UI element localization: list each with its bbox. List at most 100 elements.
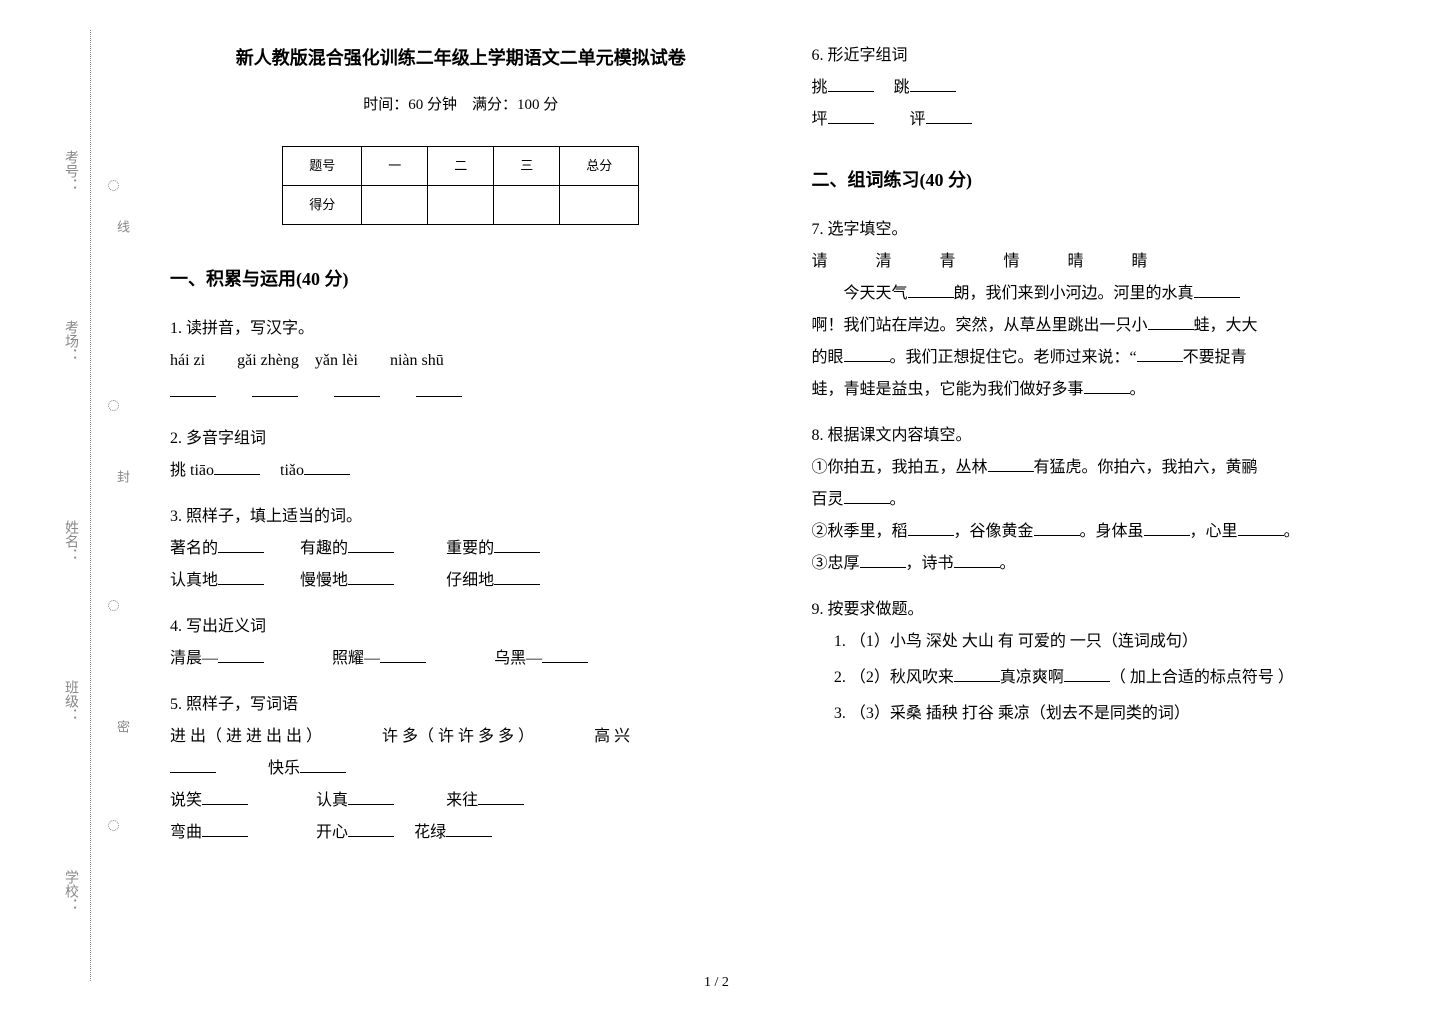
text: 跳 <box>894 79 910 96</box>
text: 认真地 <box>170 572 218 589</box>
answer-blank[interactable] <box>844 488 890 504</box>
text: 重要的 <box>446 540 494 557</box>
text: 今天天气 <box>844 285 908 302</box>
answer-blank[interactable] <box>1194 282 1240 298</box>
question-row: 认真地 慢慢地 仔细地 <box>170 565 752 597</box>
question-row: 坪 评 <box>812 104 1394 136</box>
question-row: 说笑 认真 来往 <box>170 785 752 817</box>
seal-char-feng: 封 <box>113 470 132 491</box>
list-item: （2）秋风吹来真凉爽啊（ 加上合适的标点符号 ） <box>850 662 1393 694</box>
text: 。 <box>1284 523 1300 540</box>
answer-blank[interactable] <box>954 552 1000 568</box>
answer-blank[interactable] <box>202 789 248 805</box>
seal-char-mi: 密 <box>113 720 132 741</box>
answer-blank[interactable] <box>380 647 426 663</box>
question-row: 进 出（ 进 进 出 出 ） 许 多（ 许 许 多 多 ） 高 兴 <box>170 721 752 753</box>
text: 挑 <box>812 79 828 96</box>
answer-blank[interactable] <box>416 381 462 397</box>
list-item: （1）小鸟 深处 大山 有 可爱的 一只（连词成句） <box>850 626 1393 658</box>
answer-blank[interactable] <box>214 459 260 475</box>
table-row: 题号 一 二 三 总分 <box>283 147 639 186</box>
answer-blank[interactable] <box>304 459 350 475</box>
text: ，心里 <box>1190 523 1238 540</box>
answer-blank[interactable] <box>1144 520 1190 536</box>
answer-blank[interactable] <box>1137 346 1183 362</box>
text: 。 <box>890 491 906 508</box>
exam-subtitle: 时间：60 分钟 满分：100 分 <box>170 90 752 120</box>
score-cell <box>362 186 428 225</box>
text: 说笑 <box>170 792 202 809</box>
question-row: 快乐 <box>170 753 752 785</box>
text: ②秋季里，稻 <box>812 523 908 540</box>
text: 来往 <box>446 792 478 809</box>
text: 。我们正想捉住它。老师过来说：“ <box>890 349 1137 366</box>
answer-blank[interactable] <box>218 647 264 663</box>
sub-list: （1）小鸟 深处 大山 有 可爱的 一只（连词成句） （2）秋风吹来真凉爽啊（ … <box>850 626 1393 730</box>
question-label: 9. 按要求做题。 <box>812 594 1394 626</box>
answer-blank[interactable] <box>218 569 264 585</box>
answer-blank[interactable] <box>218 537 264 553</box>
answer-blank[interactable] <box>334 381 380 397</box>
answer-blank[interactable] <box>478 789 524 805</box>
section-title-1: 一、积累与运用(40 分) <box>170 261 752 297</box>
choice-line: 请 清 青 情 晴 睛 <box>812 246 1394 278</box>
question-label: 1. 读拼音，写汉字。 <box>170 313 752 345</box>
text: 。身体虽 <box>1080 523 1144 540</box>
binding-dotted-line <box>90 30 91 981</box>
binding-label-school: 学校： <box>60 870 80 912</box>
binding-area: 学校： 班级： 姓名： 考场： 考号： 密 封 线 <box>0 0 130 1011</box>
text: 弯曲 <box>170 824 202 841</box>
answer-blank[interactable] <box>1084 378 1130 394</box>
answer-blank[interactable] <box>860 552 906 568</box>
pinyin-line: hái zi gǎi zhèng yǎn lèi niàn shū <box>170 345 752 377</box>
answer-blank[interactable] <box>1064 666 1110 682</box>
answer-blank[interactable] <box>910 76 956 92</box>
question-label: 6. 形近字组词 <box>812 40 1394 72</box>
text: 著名的 <box>170 540 218 557</box>
question-body: ①你拍五，我拍五，丛林有猛虎。你拍六，我拍六，黄鹂 百灵。 ②秋季里，稻，谷像黄… <box>812 452 1394 580</box>
answer-blank[interactable] <box>170 757 216 773</box>
question-label: 5. 照样子，写词语 <box>170 689 752 721</box>
answer-blank[interactable] <box>348 569 394 585</box>
binding-circle <box>108 180 119 191</box>
text: 真凉爽啊 <box>1000 669 1064 686</box>
answer-blank[interactable] <box>1034 520 1080 536</box>
text: 进 出（ 进 进 出 出 ） <box>170 728 314 745</box>
answer-blank[interactable] <box>494 537 540 553</box>
question-body: 挑 tiāo tiǎo <box>170 455 752 487</box>
score-header: 总分 <box>560 147 639 186</box>
answer-blank[interactable] <box>300 757 346 773</box>
answer-blank[interactable] <box>348 789 394 805</box>
text: 开心 <box>316 824 348 841</box>
answer-blank[interactable] <box>348 821 394 837</box>
answer-blank[interactable] <box>1238 520 1284 536</box>
score-cell <box>560 186 639 225</box>
answer-blank[interactable] <box>988 456 1034 472</box>
answer-blank[interactable] <box>908 282 954 298</box>
passage: 今天天气朗，我们来到小河边。河里的水真 啊！我们站在岸边。突然，从草丛里跳出一只… <box>812 278 1394 406</box>
answer-blank[interactable] <box>494 569 540 585</box>
answer-blank[interactable] <box>908 520 954 536</box>
score-label: 得分 <box>283 186 362 225</box>
answer-blank[interactable] <box>844 346 890 362</box>
text: ③忠厚 <box>812 555 860 572</box>
answer-blank[interactable] <box>202 821 248 837</box>
answer-blank[interactable] <box>828 76 874 92</box>
answer-blank[interactable] <box>348 537 394 553</box>
score-header: 一 <box>362 147 428 186</box>
answer-blank[interactable] <box>926 108 972 124</box>
answer-blank[interactable] <box>954 666 1000 682</box>
answer-blank[interactable] <box>252 381 298 397</box>
answer-blank[interactable] <box>542 647 588 663</box>
question-2: 2. 多音字组词 挑 tiāo tiǎo <box>170 423 752 487</box>
answer-blank[interactable] <box>828 108 874 124</box>
content-area: 新人教版混合强化训练二年级上学期语文二单元模拟试卷 时间：60 分钟 满分：10… <box>170 40 1393 951</box>
binding-circle <box>108 820 119 831</box>
answer-blank[interactable] <box>1148 314 1194 330</box>
answer-blank[interactable] <box>446 821 492 837</box>
answer-blank[interactable] <box>170 381 216 397</box>
text: 朗，我们来到小河边。河里的水真 <box>954 285 1194 302</box>
text: 。 <box>1000 555 1016 572</box>
question-row: 弯曲 开心 花绿 <box>170 817 752 849</box>
question-row: 清晨— 照耀— 乌黑— <box>170 643 752 675</box>
